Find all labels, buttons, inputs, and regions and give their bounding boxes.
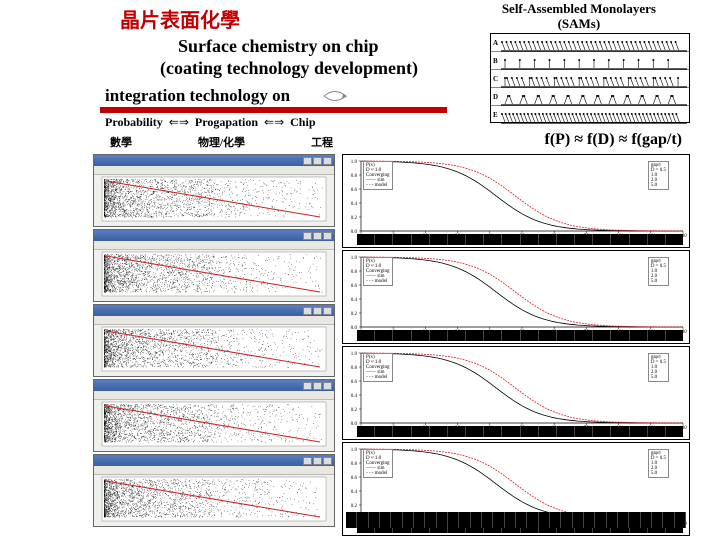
integration-label: integration technology on — [105, 86, 290, 106]
curve-plots: 01020304050607080901000.00.20.40.60.81.0… — [342, 154, 690, 538]
scatter-panel — [93, 154, 335, 227]
flow-row: Probability ⇐⇒ Progapation ⇐⇒ Chip — [105, 115, 316, 130]
formula: f(P) ≈ f(D) ≈ f(gap/t) — [544, 131, 682, 149]
title-zh: 晶片表面化學 — [120, 4, 240, 33]
scatter-panel — [93, 454, 335, 527]
flow-propagation: Progapation — [195, 115, 258, 130]
legend-right: gap/t D = 0.5 1.0 2.0 5.0 — [648, 161, 669, 190]
curve-panel: 01020304050607080901000.00.20.40.60.81.0… — [342, 250, 690, 344]
label-math: 數學 — [110, 134, 132, 150]
window-button — [313, 382, 322, 390]
window-button — [323, 457, 332, 465]
black-tick-bar — [357, 330, 683, 341]
sam-row: C — [491, 70, 689, 88]
window-button — [323, 307, 332, 315]
window-button — [303, 157, 312, 165]
label-eng: 工程 — [311, 134, 333, 150]
legend-right: gap/t D = 0.5 1.0 2.0 5.0 — [648, 449, 669, 478]
scatter-panels — [93, 154, 335, 527]
window-button — [323, 157, 332, 165]
sams-title: Self-Assembled Monolayers (SAMs) — [502, 2, 656, 32]
legend-left: P(x) D ≈ 1.0 Converging —— sim - - - mod… — [363, 353, 393, 382]
sam-diagram: ABCDE — [490, 33, 690, 123]
black-tick-bar — [357, 426, 683, 437]
subtitle-coating: (coating technology development) — [160, 58, 418, 79]
legend-left: P(x) D ≈ 1.0 Converging —— sim - - - mod… — [363, 161, 393, 190]
legend-right: gap/t D = 0.5 1.0 2.0 5.0 — [648, 257, 669, 286]
window-button — [313, 307, 322, 315]
sam-row: B — [491, 52, 689, 70]
sam-row: E — [491, 106, 689, 124]
legend-left: P(x) D ≈ 1.0 Converging —— sim - - - mod… — [363, 257, 393, 286]
arrow-icon: ⇐⇒ — [264, 115, 284, 130]
bottom-black-bar — [346, 512, 686, 528]
black-tick-bar — [357, 234, 683, 245]
scatter-panel — [93, 229, 335, 302]
window-button — [313, 232, 322, 240]
flow-probability: Probability — [105, 115, 163, 130]
scatter-panel — [93, 304, 335, 377]
flow-chip: Chip — [290, 115, 315, 130]
curve-panel: 01020304050607080901000.00.20.40.60.81.0… — [342, 346, 690, 440]
window-button — [323, 382, 332, 390]
loop-icon — [320, 89, 350, 103]
label-phys: 物理/化學 — [198, 134, 245, 150]
window-button — [303, 232, 312, 240]
red-divider — [100, 107, 447, 113]
subtitle-surface: Surface chemistry on chip — [178, 36, 378, 57]
sam-row: A — [491, 34, 689, 52]
window-button — [303, 382, 312, 390]
scatter-panel — [93, 379, 335, 452]
curve-panel: 01020304050607080901000.00.20.40.60.81.0… — [342, 154, 690, 248]
legend-right: gap/t D = 0.5 1.0 2.0 5.0 — [648, 353, 669, 382]
window-button — [303, 307, 312, 315]
window-button — [323, 232, 332, 240]
legend-left: P(x) D ≈ 1.0 Converging —— sim - - - mod… — [363, 449, 393, 478]
arrow-icon: ⇐⇒ — [169, 115, 189, 130]
sam-row: D — [491, 88, 689, 106]
window-button — [303, 457, 312, 465]
window-button — [313, 157, 322, 165]
label-row: 數學 物理/化學 工程 — [110, 134, 333, 150]
window-button — [313, 457, 322, 465]
